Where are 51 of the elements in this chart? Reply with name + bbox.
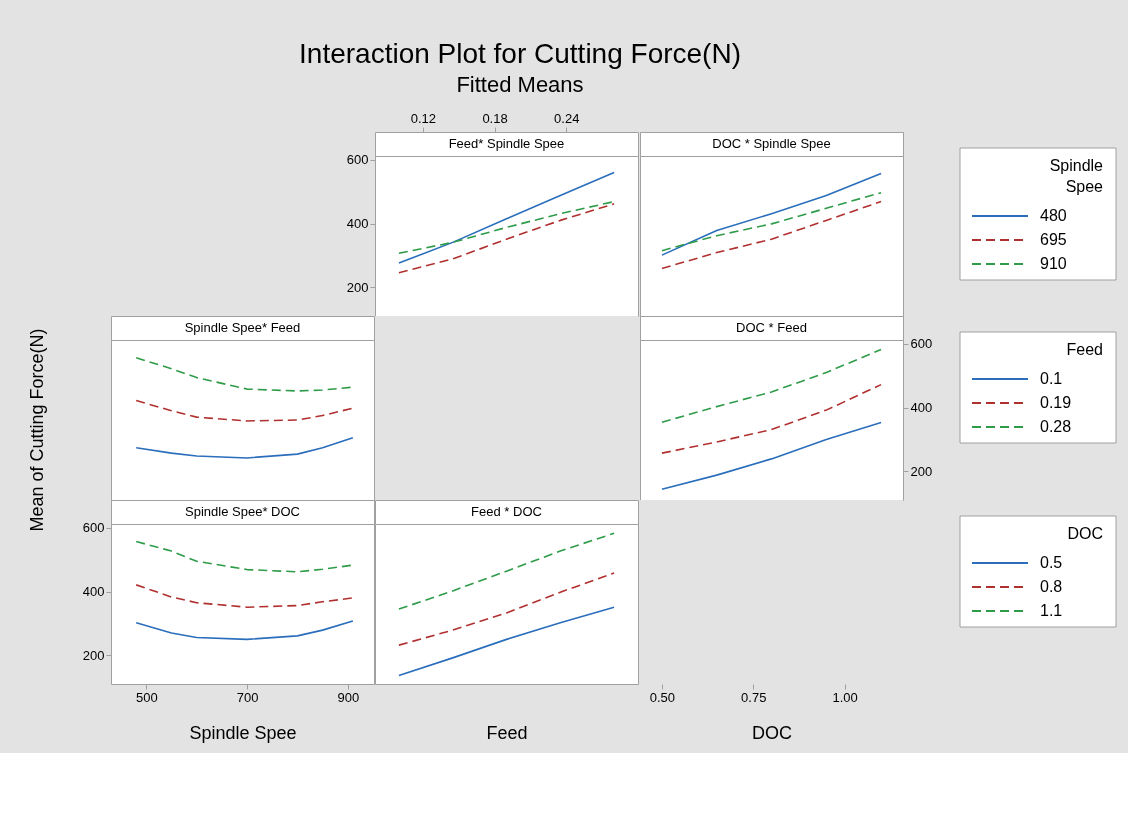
y2-tick-label: 200 — [910, 463, 933, 479]
line-series — [398, 203, 615, 274]
legend-title: DOC — [1067, 525, 1103, 542]
y-tick-label: 400 — [82, 584, 105, 600]
legend-title: Feed — [1066, 341, 1103, 358]
text: Fitted Means — [456, 71, 584, 97]
line-series — [398, 171, 615, 264]
x-axis-title: DOC — [752, 722, 792, 743]
y-tick-label: 200 — [346, 279, 369, 295]
chart-title: Feed* Spindle Spee — [448, 136, 565, 151]
line-series — [135, 540, 354, 573]
x-tick-label: 0.12 — [410, 110, 436, 126]
line-series — [661, 421, 882, 490]
y2-tick-label: 600 — [910, 336, 933, 352]
y2-tick-label: 400 — [910, 400, 933, 416]
legend-label: 0.19 — [1040, 394, 1072, 411]
legend-label: 0.5 — [1040, 554, 1063, 571]
line-series — [135, 620, 354, 641]
x-tick-label: 900 — [337, 689, 360, 705]
x-tick-label: 1.00 — [832, 689, 858, 705]
line-series — [135, 584, 354, 608]
chart-title: Spindle Spee* Feed — [184, 320, 301, 335]
text: Interaction Plot for Cutting Force(N) — [299, 37, 741, 69]
chart-title: DOC * Spindle Spee — [712, 136, 831, 151]
text: Mean of Cutting Force(N) — [27, 328, 47, 532]
line-series — [398, 200, 615, 255]
legend-title: Spindle Spee — [1049, 157, 1104, 195]
x-axis-title: Spindle Spee — [189, 722, 297, 743]
y-tick-label: 600 — [82, 520, 105, 536]
x-axis-title: Feed — [486, 722, 528, 743]
legend-label: 0.28 — [1040, 418, 1072, 435]
x-tick-label: 0.75 — [741, 689, 767, 705]
legend-label: 0.1 — [1040, 370, 1063, 387]
x-tick-label: 0.18 — [482, 110, 508, 126]
legend-label: 695 — [1040, 231, 1067, 248]
x-tick-label: 0.24 — [554, 110, 580, 126]
legend-label: 480 — [1040, 207, 1067, 224]
x-tick-label: 500 — [135, 689, 158, 705]
x-tick-label: 700 — [236, 689, 259, 705]
chart-title: DOC * Feed — [736, 320, 807, 335]
x-tick-label: 0.50 — [649, 689, 676, 705]
line-series — [661, 383, 882, 454]
legend-label: 0.8 — [1040, 578, 1063, 595]
legend-label: 910 — [1040, 255, 1067, 272]
y-tick-label: 200 — [82, 647, 105, 663]
legend-label: 1.1 — [1040, 602, 1063, 619]
y-tick-label: 400 — [346, 216, 369, 232]
chart-title: Feed * DOC — [471, 504, 542, 519]
y-tick-label: 600 — [346, 152, 369, 168]
line-series — [661, 348, 882, 424]
chart-title: Spindle Spee* DOC — [185, 504, 300, 519]
